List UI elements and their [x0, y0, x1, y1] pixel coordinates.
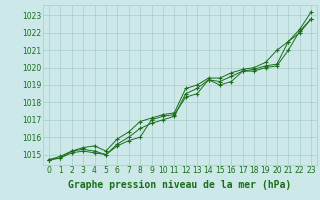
X-axis label: Graphe pression niveau de la mer (hPa): Graphe pression niveau de la mer (hPa): [68, 180, 292, 190]
